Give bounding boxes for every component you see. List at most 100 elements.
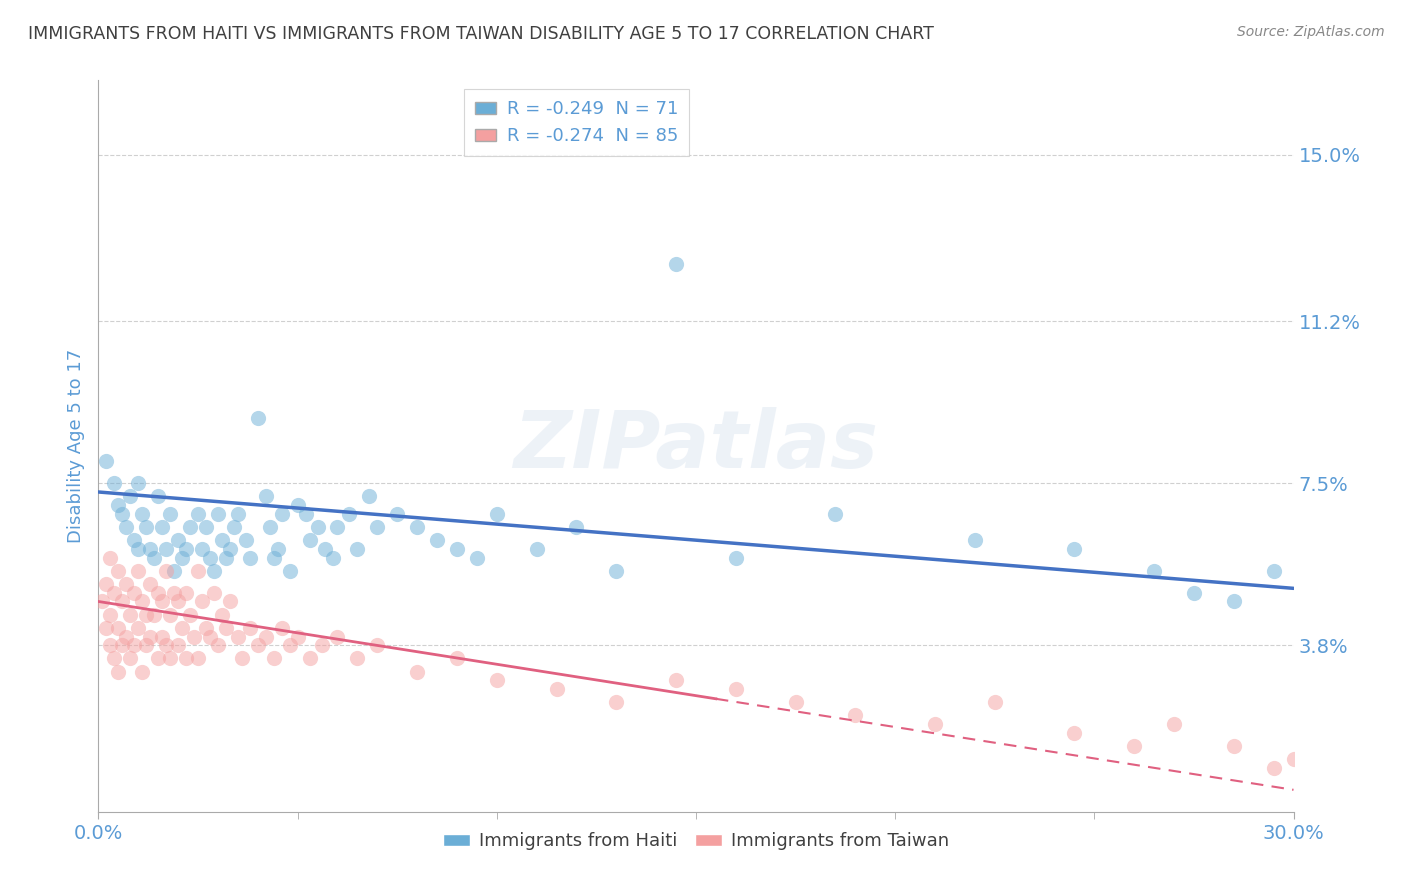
Point	[98, 550, 122, 565]
Point	[339, 507, 361, 521]
Point	[246, 410, 269, 425]
Point	[131, 594, 153, 608]
Point	[115, 520, 138, 534]
Point	[143, 550, 166, 565]
Point	[115, 577, 138, 591]
Point	[150, 630, 173, 644]
Point	[103, 651, 125, 665]
Point	[174, 651, 197, 665]
Point	[111, 638, 134, 652]
Point	[107, 621, 129, 635]
Point	[179, 520, 201, 534]
Point	[294, 507, 316, 521]
Point	[207, 638, 229, 652]
Point	[984, 695, 1007, 709]
Point	[124, 585, 146, 599]
Point	[120, 651, 142, 665]
Point	[1182, 585, 1205, 599]
Point	[231, 651, 253, 665]
Point	[222, 520, 245, 534]
Point	[426, 533, 449, 548]
Point	[143, 607, 166, 622]
Point	[155, 638, 177, 652]
Point	[226, 630, 249, 644]
Point	[446, 541, 468, 556]
Point	[270, 621, 292, 635]
Point	[1282, 752, 1305, 766]
Point	[1263, 564, 1285, 578]
Point	[485, 673, 508, 688]
Point	[254, 630, 277, 644]
Point	[263, 651, 285, 665]
Point	[605, 564, 627, 578]
Point	[1063, 541, 1085, 556]
Point	[131, 665, 153, 679]
Point	[148, 585, 170, 599]
Point	[326, 630, 349, 644]
Point	[239, 621, 262, 635]
Point	[135, 520, 157, 534]
Point	[924, 717, 946, 731]
Point	[167, 638, 190, 652]
Point	[107, 564, 129, 578]
Point	[155, 564, 177, 578]
Point	[465, 550, 488, 565]
Point	[1063, 726, 1085, 740]
Point	[406, 520, 429, 534]
Point	[724, 682, 747, 697]
Point	[195, 520, 218, 534]
Point	[785, 695, 807, 709]
Point	[963, 533, 986, 548]
Point	[179, 607, 201, 622]
Point	[172, 550, 194, 565]
Point	[174, 541, 197, 556]
Point	[359, 489, 381, 503]
Point	[198, 550, 221, 565]
Point	[96, 454, 118, 468]
Point	[111, 594, 134, 608]
Point	[159, 607, 181, 622]
Point	[207, 507, 229, 521]
Point	[195, 621, 218, 635]
Point	[120, 607, 142, 622]
Point	[150, 520, 173, 534]
Point	[135, 607, 157, 622]
Point	[155, 541, 177, 556]
Point	[191, 594, 214, 608]
Point	[239, 550, 262, 565]
Point	[526, 541, 548, 556]
Point	[98, 638, 122, 652]
Point	[139, 577, 162, 591]
Point	[131, 507, 153, 521]
Point	[211, 607, 233, 622]
Point	[385, 507, 409, 521]
Point	[202, 564, 225, 578]
Point	[167, 533, 190, 548]
Point	[107, 498, 129, 512]
Legend: Immigrants from Haiti, Immigrants from Taiwan: Immigrants from Haiti, Immigrants from T…	[436, 825, 956, 857]
Point	[127, 541, 149, 556]
Point	[326, 520, 349, 534]
Point	[1223, 739, 1246, 753]
Point	[183, 630, 205, 644]
Point	[135, 638, 157, 652]
Point	[148, 489, 170, 503]
Point	[278, 564, 301, 578]
Point	[148, 651, 170, 665]
Point	[287, 630, 309, 644]
Point	[159, 507, 181, 521]
Point	[219, 541, 242, 556]
Point	[278, 638, 301, 652]
Point	[565, 520, 588, 534]
Point	[298, 533, 321, 548]
Point	[120, 489, 142, 503]
Point	[96, 621, 118, 635]
Point	[211, 533, 233, 548]
Point	[91, 594, 114, 608]
Point	[163, 585, 186, 599]
Point	[103, 585, 125, 599]
Point	[226, 507, 249, 521]
Point	[546, 682, 568, 697]
Point	[254, 489, 277, 503]
Point	[127, 564, 149, 578]
